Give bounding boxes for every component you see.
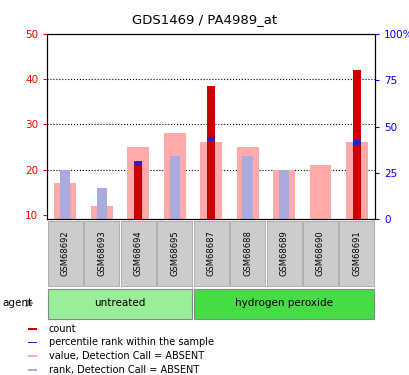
Bar [28,355,37,357]
Bar [352,70,360,219]
Bar [134,160,142,219]
Bar [309,165,330,219]
Bar [60,170,70,219]
Text: GSM68694: GSM68694 [133,230,142,276]
Text: GSM68695: GSM68695 [170,230,179,276]
Bar [48,289,192,319]
Text: hydrogen peroxide: hydrogen peroxide [234,298,332,308]
Text: count: count [49,324,76,334]
Bar [242,156,252,219]
Bar [339,221,373,285]
Text: GSM68688: GSM68688 [243,230,252,276]
Bar [278,170,288,219]
Bar [193,221,228,285]
Bar [28,328,37,330]
Bar [200,142,222,219]
Bar [54,183,76,219]
Bar [127,147,149,219]
Text: GSM68691: GSM68691 [352,230,361,276]
Bar [193,289,373,319]
Bar [48,221,83,285]
Bar [134,160,142,165]
Bar [84,221,119,285]
Bar [352,140,360,145]
Bar [345,142,367,219]
Bar [169,156,180,219]
Bar [157,221,192,285]
Bar [163,134,185,219]
Bar [302,221,337,285]
Text: GDS1469 / PA4989_at: GDS1469 / PA4989_at [132,13,277,26]
Bar [266,221,301,285]
Bar [207,86,215,219]
Text: value, Detection Call = ABSENT: value, Detection Call = ABSENT [49,351,203,361]
Bar [28,369,37,370]
Text: GSM68687: GSM68687 [206,230,215,276]
Bar [229,221,265,285]
Bar [121,221,155,285]
Bar [236,147,258,219]
Text: GSM68689: GSM68689 [279,230,288,276]
Text: GSM68692: GSM68692 [61,230,70,276]
Text: percentile rank within the sample: percentile rank within the sample [49,338,213,348]
Text: GSM68690: GSM68690 [315,230,324,276]
Bar [207,136,215,141]
Bar [97,188,107,219]
Text: agent: agent [2,298,32,308]
Bar [28,342,37,344]
Text: GSM68693: GSM68693 [97,230,106,276]
Text: untreated: untreated [94,298,145,308]
Bar [272,170,294,219]
Bar [91,206,112,219]
Text: rank, Detection Call = ABSENT: rank, Detection Call = ABSENT [49,365,198,375]
